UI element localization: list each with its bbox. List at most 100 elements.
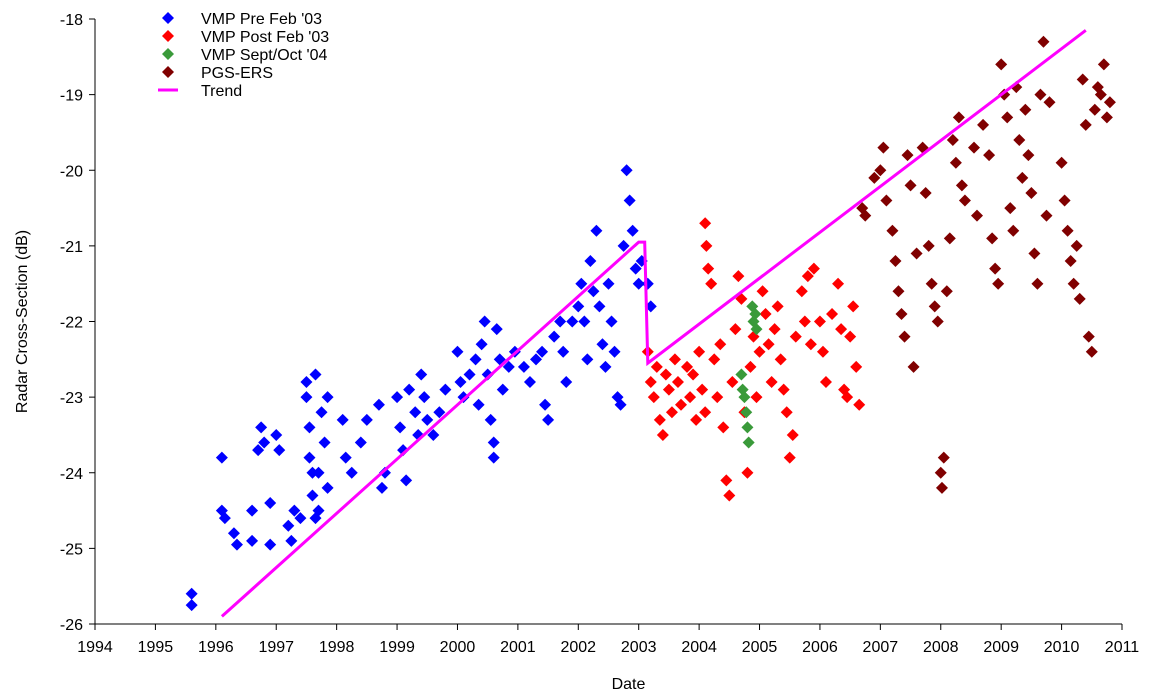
- data-point: [285, 534, 298, 547]
- data-point: [282, 519, 295, 532]
- x-tick-label: 2006: [802, 639, 838, 656]
- data-point: [1097, 58, 1110, 71]
- data-point: [859, 209, 872, 222]
- data-point: [656, 428, 669, 441]
- data-point: [1019, 103, 1032, 116]
- data-point: [844, 330, 857, 343]
- data-point: [952, 111, 965, 124]
- data-point: [847, 300, 860, 313]
- data-point: [925, 277, 938, 290]
- data-point: [475, 338, 488, 351]
- legend-marker: [162, 30, 174, 42]
- data-point: [602, 277, 615, 290]
- legend-label: VMP Sept/Oct '04: [201, 47, 327, 64]
- data-point: [946, 134, 959, 146]
- data-point: [741, 421, 754, 434]
- data-point: [632, 277, 645, 290]
- data-point: [804, 338, 817, 351]
- data-point: [300, 391, 313, 404]
- data-point: [989, 262, 1002, 275]
- x-tick-label: 2004: [681, 639, 717, 656]
- data-point: [700, 239, 713, 252]
- x-tick-label: 2010: [1044, 639, 1080, 656]
- data-point: [992, 277, 1005, 290]
- data-point: [215, 451, 228, 464]
- data-point: [273, 444, 286, 457]
- data-point: [218, 512, 231, 525]
- data-point: [309, 368, 322, 381]
- x-tick-label: 1994: [77, 639, 113, 656]
- data-point: [720, 474, 733, 487]
- data-point: [892, 285, 905, 298]
- data-point: [590, 224, 603, 237]
- data-point: [300, 376, 313, 388]
- data-point: [626, 224, 639, 237]
- data-point: [530, 353, 543, 366]
- data-point: [1064, 255, 1077, 267]
- data-point: [394, 421, 407, 434]
- data-point: [421, 413, 434, 426]
- data-point: [665, 406, 678, 419]
- data-point: [294, 512, 307, 525]
- data-point: [835, 323, 848, 336]
- data-point: [345, 466, 358, 479]
- x-tick-label: 1998: [319, 639, 355, 656]
- data-point: [581, 353, 594, 366]
- data-point: [717, 421, 730, 434]
- data-point: [1079, 118, 1092, 131]
- legend-label: PGS-ERS: [201, 65, 273, 82]
- data-point: [740, 406, 753, 419]
- series-3: [856, 35, 1116, 494]
- data-point: [288, 504, 301, 517]
- data-point: [227, 527, 240, 540]
- data-point: [693, 345, 706, 358]
- data-point: [777, 383, 790, 396]
- data-point: [868, 171, 881, 184]
- data-point: [789, 330, 802, 343]
- x-tick-label: 2003: [621, 639, 657, 656]
- data-point: [608, 345, 621, 358]
- data-point: [264, 497, 277, 509]
- data-point: [877, 141, 890, 154]
- data-point: [949, 156, 962, 169]
- data-point: [668, 353, 681, 366]
- data-point: [490, 323, 503, 336]
- data-point: [644, 376, 657, 388]
- data-point: [711, 391, 724, 404]
- data-point: [487, 436, 500, 449]
- data-point: [910, 247, 923, 260]
- data-point: [1067, 277, 1080, 290]
- data-point: [1004, 202, 1017, 215]
- data-point: [584, 255, 597, 267]
- data-point: [735, 368, 748, 381]
- data-point: [742, 436, 755, 449]
- data-point: [801, 270, 814, 283]
- data-point: [674, 398, 687, 411]
- data-point: [687, 368, 700, 381]
- data-point: [841, 391, 854, 404]
- legend-label: VMP Pre Feb '03: [201, 11, 322, 28]
- data-point: [463, 368, 476, 381]
- data-point: [650, 360, 663, 373]
- data-point: [599, 360, 612, 373]
- data-point: [826, 307, 839, 320]
- data-point: [560, 376, 573, 388]
- data-point: [321, 391, 334, 404]
- data-point: [472, 398, 485, 411]
- data-point: [539, 398, 552, 411]
- data-point: [816, 345, 829, 358]
- data-point: [566, 315, 579, 328]
- data-point: [1025, 186, 1038, 199]
- data-point: [774, 353, 787, 366]
- data-point: [1100, 111, 1113, 124]
- data-point: [880, 194, 893, 207]
- data-point: [614, 398, 627, 411]
- data-point: [593, 300, 606, 313]
- data-point: [318, 436, 331, 449]
- data-point: [354, 436, 367, 449]
- y-tick-label: -22: [60, 315, 83, 332]
- data-point: [759, 307, 772, 320]
- data-point: [418, 391, 431, 404]
- data-point: [469, 353, 482, 366]
- data-point: [454, 376, 467, 388]
